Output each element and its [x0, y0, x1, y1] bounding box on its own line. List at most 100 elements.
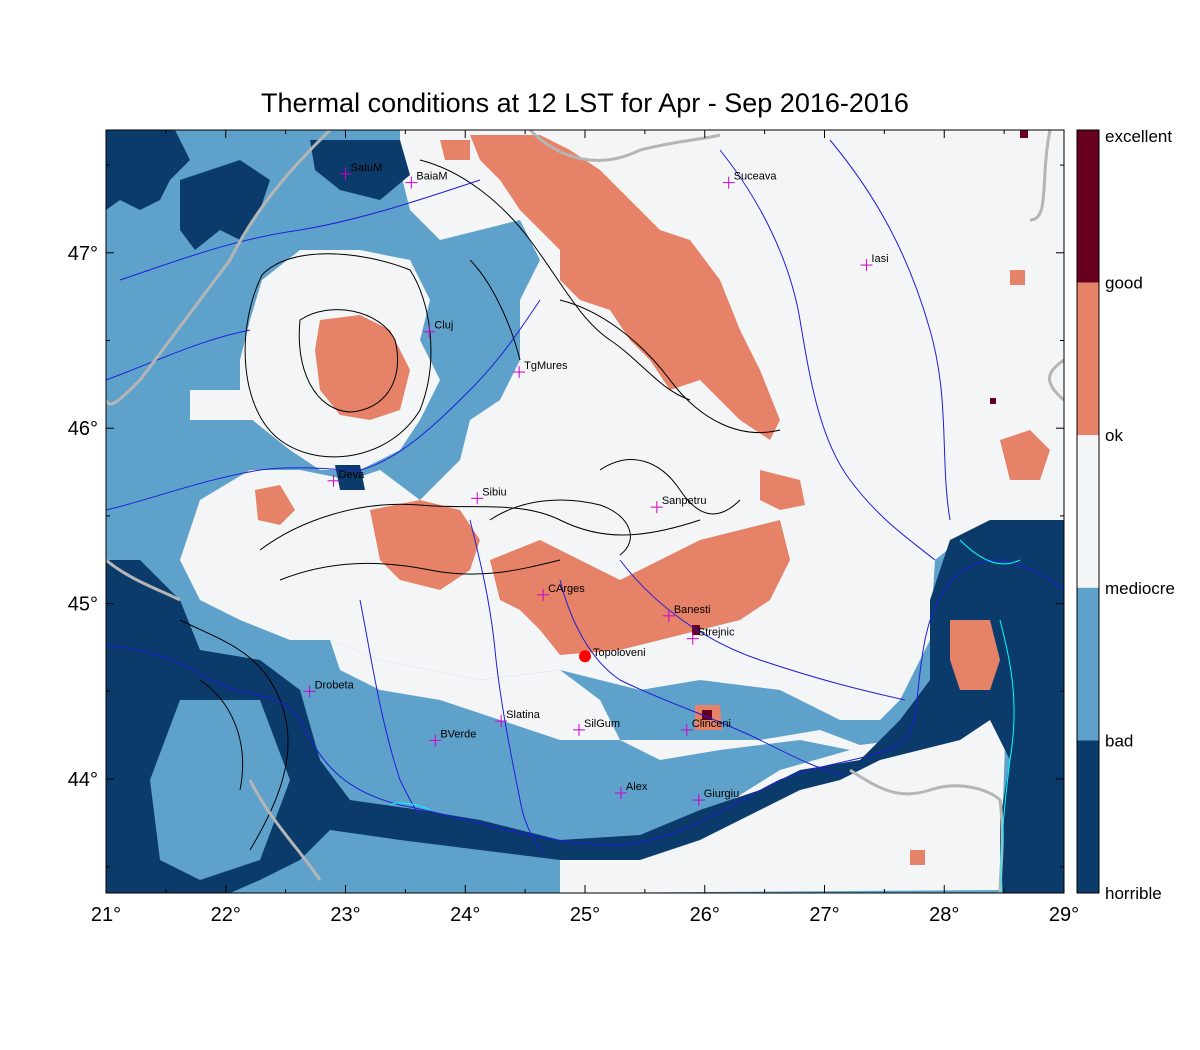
- lake-coast: [999, 619, 1015, 893]
- city-sibiu[interactable]: Sibiu: [471, 486, 507, 505]
- city-label: SatuM: [351, 162, 383, 174]
- city-cluj[interactable]: Cluj: [423, 320, 453, 338]
- map-title: Thermal conditions at 12 LST for Apr - S…: [261, 88, 909, 118]
- city-clinceni[interactable]: Clinceni: [680, 718, 731, 736]
- city-label: BaiaM: [416, 171, 447, 183]
- city-silgum[interactable]: SilGum: [573, 718, 620, 736]
- legend-swatch: [1077, 435, 1099, 588]
- y-tick-label: 46°: [68, 418, 98, 440]
- contour-sw-inner: [199, 679, 244, 791]
- city-sanpetru[interactable]: Sanpetru: [650, 495, 707, 514]
- excellent-spot-3: [1020, 130, 1028, 138]
- good-zone-north-carpathians: [470, 135, 780, 440]
- legend-colorbar: excellent good ok mediocre bad horrible: [1076, 127, 1175, 903]
- border-southwest: [106, 558, 181, 602]
- city-tgmures[interactable]: TgMures: [513, 360, 568, 379]
- good-zone-east-1: [1000, 430, 1050, 480]
- city-slatina[interactable]: Slatina: [495, 709, 541, 728]
- river-prut: [829, 139, 951, 521]
- river-mures: [106, 299, 541, 511]
- legend-label: excellent: [1105, 127, 1172, 146]
- x-tick-label: 25°: [570, 904, 600, 926]
- ok-zone-south: [330, 600, 1010, 893]
- point-marker[interactable]: Topoloveni: [579, 647, 646, 663]
- border-serbia: [248, 779, 322, 881]
- city-iasi[interactable]: Iasi: [860, 253, 889, 272]
- city-suceava[interactable]: Suceava: [722, 171, 778, 189]
- city-label: Strejnic: [698, 627, 735, 639]
- horrible-zones: [106, 130, 1064, 893]
- legend-label: ok: [1105, 426, 1123, 445]
- city-baiam[interactable]: BaiaM: [405, 171, 448, 189]
- river-jiu: [359, 599, 421, 816]
- horrible-zone-west: [106, 520, 1064, 893]
- city-drobeta[interactable]: Drobeta: [303, 679, 355, 698]
- river-ialomita: [619, 559, 906, 701]
- city-label: SilGum: [584, 718, 620, 730]
- city-label: Deva: [339, 469, 366, 481]
- river-arges: [559, 579, 846, 776]
- contour-basin-inner: [298, 309, 399, 413]
- legend-label: horrible: [1105, 884, 1162, 903]
- contour-south-carp-2: [279, 559, 561, 581]
- contour-south-carp-1: [259, 503, 701, 551]
- city-label: Clinceni: [692, 718, 731, 730]
- city-label: TgMures: [524, 360, 568, 372]
- x-tick-label: 21°: [91, 904, 121, 926]
- axis-ticks: [105, 130, 1065, 893]
- axis-tick-labels: 21° 22° 23° 24° 25° 26° 27° 28° 29° 47° 46° 45° 44°: [68, 243, 1079, 926]
- good-zone-east-2: [1010, 270, 1025, 285]
- contour-tgmures: [469, 259, 521, 361]
- river-siret: [719, 149, 936, 561]
- excellent-zones: [692, 130, 1028, 720]
- excellent-spot-4: [990, 398, 996, 404]
- city-label: Sanpetru: [662, 495, 707, 507]
- river-somes: [119, 179, 481, 281]
- city-label: Drobeta: [315, 679, 355, 691]
- lake-south: [389, 802, 431, 811]
- contour-sanpetru: [599, 459, 741, 515]
- city-giurgiu[interactable]: Giurgiu: [692, 788, 739, 807]
- legend-swatch: [1077, 740, 1099, 893]
- excellent-spot-2: [692, 625, 700, 635]
- point-label: Topoloveni: [593, 647, 646, 659]
- city-bverde[interactable]: BVerde: [429, 728, 476, 747]
- ok-zone-southeast: [830, 540, 920, 620]
- city-carges[interactable]: CArges: [537, 583, 585, 601]
- legend-frame: [1076, 129, 1100, 894]
- y-tick-label: 47°: [68, 243, 98, 265]
- legend-label: good: [1105, 274, 1143, 293]
- x-tick-label: 26°: [690, 904, 720, 926]
- contour-north: [419, 159, 691, 401]
- legend-label: bad: [1105, 731, 1133, 750]
- city-label: Giurgiu: [704, 788, 739, 800]
- good-zone-north-small: [440, 140, 470, 160]
- relief-contours: [179, 159, 781, 851]
- border-east: [1029, 130, 1052, 222]
- horrible-zone-deva: [335, 465, 365, 490]
- excellent-spot-1: [702, 710, 712, 720]
- city-label: Cluj: [434, 320, 453, 332]
- topoloveni-point-icon: [579, 650, 591, 663]
- legend-swatch: [1077, 130, 1099, 283]
- city-label: CArges: [548, 583, 585, 595]
- horrible-zone-north-mid: [310, 140, 410, 200]
- city-alex[interactable]: Alex: [614, 781, 648, 800]
- river-olt: [469, 519, 546, 856]
- rivers: [106, 139, 1064, 856]
- city-strejnic[interactable]: Strejnic: [686, 627, 735, 645]
- y-tick-label: 44°: [68, 769, 98, 791]
- horrible-zone-southwest: [150, 700, 290, 880]
- contour-fagaras: [489, 499, 631, 556]
- x-tick-label: 24°: [450, 904, 480, 926]
- good-zone-dobrogea: [950, 620, 1000, 690]
- lakes: [389, 539, 1021, 893]
- city-deva[interactable]: Deva: [327, 469, 366, 487]
- x-tick-label: 27°: [809, 904, 839, 926]
- city-satum[interactable]: SatuM: [339, 162, 383, 180]
- city-banesti[interactable]: Banesti: [662, 604, 711, 622]
- legend-swatch: [1077, 587, 1099, 741]
- good-zone-west-mtn: [255, 485, 295, 525]
- city-label: Alex: [626, 781, 648, 793]
